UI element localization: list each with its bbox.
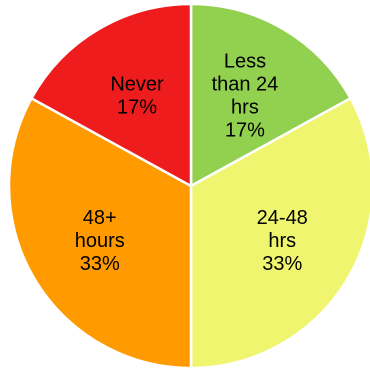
pie-slice bbox=[29, 2, 193, 189]
slice-category-line: than 24 bbox=[212, 73, 279, 95]
slice-percent: 33% bbox=[262, 253, 302, 275]
slice-percent: 17% bbox=[225, 119, 265, 141]
pie-labels: Less than 24 hrs 17%24-48 hrs 33%48+ hours 33%N… bbox=[75, 50, 308, 275]
slice-label: Less than 24 hrs 17% bbox=[212, 50, 279, 141]
pie-slice bbox=[189, 2, 353, 189]
pie-slices bbox=[7, 2, 370, 368]
pie-slice bbox=[7, 96, 193, 368]
slice-category-line: hrs bbox=[268, 230, 296, 252]
slice-category-line: 48+ bbox=[83, 207, 117, 229]
slice-category-line: Less bbox=[224, 50, 266, 72]
slice-label: 48+ hours 33% bbox=[75, 207, 125, 275]
slice-percent: 33% bbox=[80, 253, 120, 275]
slice-category-line: hours bbox=[75, 230, 125, 252]
pie-slice bbox=[189, 96, 370, 368]
slice-category-line: hrs bbox=[231, 96, 259, 118]
slice-category-line: Never bbox=[110, 73, 164, 95]
slice-percent: 17% bbox=[117, 96, 157, 118]
slice-category-line: 24-48 bbox=[257, 207, 308, 229]
slice-label: Never 17% bbox=[110, 73, 164, 118]
slice-label: 24-48 hrs 33% bbox=[257, 207, 308, 275]
